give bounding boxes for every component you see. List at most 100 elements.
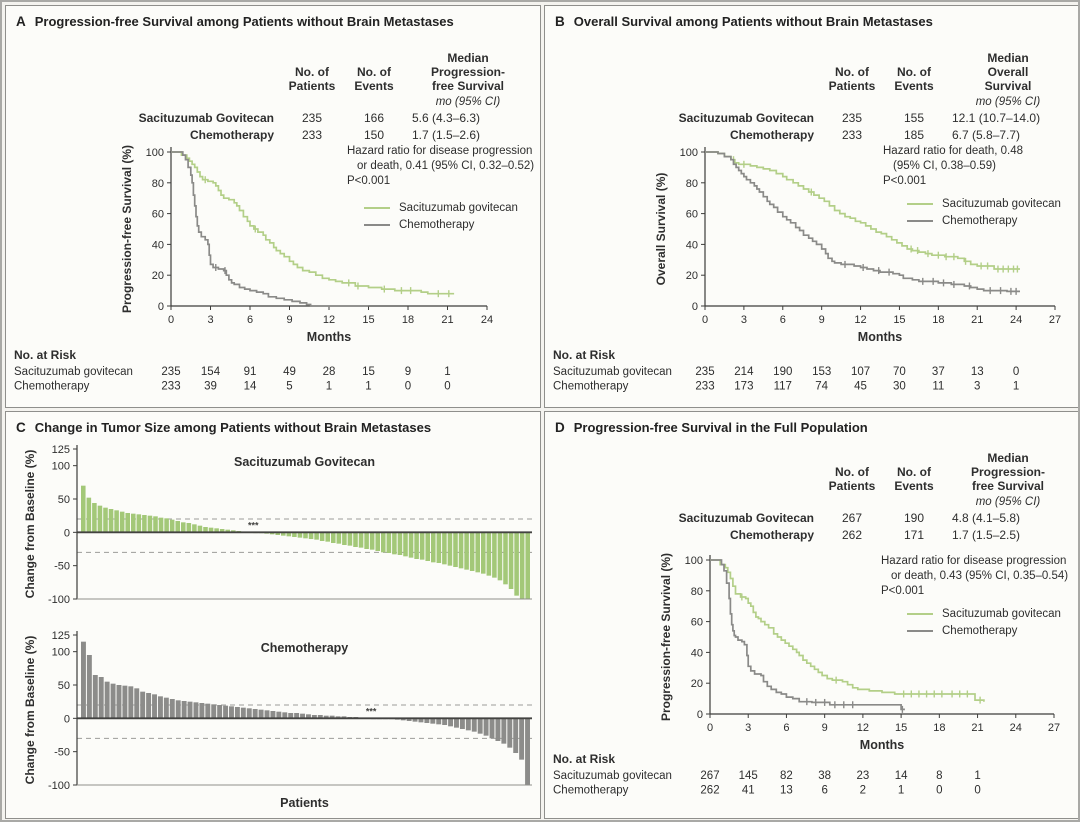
panel-d-hazard-ratio-text: Hazard ratio for disease progression or … (881, 555, 1069, 597)
legend-label: Chemotherapy (942, 625, 1018, 637)
table-cell: 12.1 (10.7–14.0) (952, 111, 1041, 126)
series-line-swatch (364, 207, 390, 209)
panel-d-title: D Progression-free Survival in the Full P… (555, 420, 868, 435)
waterfall-charts-tumor-size: 125 100 50 0 -50 -100 Change from Baseline (%)… (23, 444, 532, 810)
svg-text:27: 27 (1048, 722, 1060, 734)
svg-text:154: 154 (201, 366, 221, 378)
svg-text:1: 1 (444, 366, 450, 378)
svg-text:80: 80 (152, 178, 164, 190)
svg-text:267: 267 (700, 770, 719, 782)
svg-text:38: 38 (818, 770, 831, 782)
panel-b: B Overall Survival among Patients without… (544, 5, 1078, 408)
svg-text:3: 3 (207, 314, 213, 326)
svg-text:-100: -100 (48, 594, 70, 606)
svg-text:3: 3 (974, 381, 980, 393)
svg-text:Chemotherapy: Chemotherapy (553, 381, 629, 393)
table-cell: 5.6 (4.3–6.3) (412, 111, 481, 126)
panel-a-letter: A (16, 14, 26, 29)
table-cell: 4.8 (4.1–5.8) (952, 511, 1021, 526)
legend-item: Chemotherapy (364, 219, 518, 231)
svg-text:-50: -50 (54, 561, 70, 573)
svg-text:5: 5 (286, 381, 292, 393)
panel-d-letter: D (555, 420, 565, 435)
svg-text:91: 91 (244, 366, 257, 378)
svg-text:100: 100 (685, 555, 703, 567)
col-header-events: No. of Events (894, 464, 934, 493)
panel-b-stats-table: No. of Patients No. of Events Median Ove… (678, 51, 1066, 142)
svg-text:18: 18 (402, 314, 414, 326)
svg-text:9: 9 (819, 314, 825, 326)
svg-text:39: 39 (204, 381, 217, 393)
svg-text:Patients: Patients (280, 796, 329, 810)
units-label: mo (95% CI) (975, 96, 1041, 109)
table-cell: 190 (903, 511, 925, 526)
svg-text:0: 0 (168, 314, 174, 326)
svg-text:28: 28 (323, 366, 336, 378)
svg-text:100: 100 (146, 147, 164, 159)
svg-text:233: 233 (161, 381, 180, 393)
svg-text:15: 15 (362, 314, 374, 326)
series-line-swatch (364, 224, 390, 226)
panel-c: C Change in Tumor Size among Patients wit… (5, 411, 541, 819)
legend-label: Chemotherapy (399, 219, 475, 231)
svg-text:13: 13 (971, 366, 984, 378)
col-header-median: Median Overall Survival (984, 51, 1032, 93)
col-header-patients: No. of Patients (828, 464, 876, 493)
legend-item: Chemotherapy (907, 625, 1061, 637)
legend-item: Sacituzumab govitecan (907, 198, 1061, 210)
panel-a-title-text: Progression-free Survival among Patients… (34, 14, 454, 29)
table-cell: 235 (301, 111, 323, 126)
svg-text:125: 125 (52, 444, 70, 456)
table-row-label: Sacituzumab Govitecan (678, 111, 814, 126)
col-header-events: No. of Events (894, 64, 934, 93)
table-cell: 1.7 (1.5–2.6) (412, 128, 481, 143)
svg-text:0: 0 (158, 301, 164, 313)
legend-item: Sacituzumab govitecan (364, 202, 518, 214)
series-line-swatch (907, 203, 933, 205)
table-row-label: Chemotherapy (729, 528, 814, 543)
svg-text:3: 3 (745, 722, 751, 734)
svg-text:Change from Baseline (%): Change from Baseline (%) (23, 450, 37, 599)
svg-text:125: 125 (52, 630, 70, 642)
table-row-label: Chemotherapy (189, 128, 274, 143)
panel-d: D Progression-free Survival in the Full P… (544, 411, 1078, 819)
svg-text:No. at Risk: No. at Risk (553, 348, 615, 362)
svg-text:6: 6 (783, 722, 789, 734)
svg-text:0: 0 (974, 785, 980, 797)
svg-text:50: 50 (58, 494, 70, 506)
units-label: mo (95% CI) (435, 96, 501, 109)
table-cell: 235 (841, 111, 863, 126)
svg-text:40: 40 (691, 647, 703, 659)
svg-text:235: 235 (161, 366, 180, 378)
svg-text:80: 80 (691, 586, 703, 598)
svg-text:153: 153 (812, 366, 831, 378)
panel-b-letter: B (555, 14, 565, 29)
panel-b-legend: Sacituzumab govitecan Chemotherapy (907, 198, 1061, 232)
svg-text:24: 24 (481, 314, 493, 326)
svg-text:1: 1 (1013, 381, 1019, 393)
svg-text:145: 145 (739, 770, 758, 782)
svg-text:40: 40 (686, 239, 698, 251)
table-cell: 262 (841, 528, 863, 543)
svg-text:15: 15 (895, 722, 907, 734)
svg-text:12: 12 (323, 314, 335, 326)
svg-text:2: 2 (860, 785, 866, 797)
svg-text:Sacituzumab govitecan: Sacituzumab govitecan (553, 366, 672, 378)
svg-text:6: 6 (821, 785, 827, 797)
km-chart-os-no-brain-mets: 0 20 40 60 80 100 0 3 6 9 12 15 18 21 24 27 Overall Surv… (553, 147, 1061, 393)
svg-text:100: 100 (680, 147, 698, 159)
svg-text:0: 0 (1013, 366, 1019, 378)
panel-a-hazard-ratio-text: Hazard ratio for disease progression or … (347, 145, 535, 187)
svg-text:27: 27 (1049, 314, 1061, 326)
table-cell: 171 (903, 528, 925, 543)
svg-text:40: 40 (152, 239, 164, 251)
panel-d-stats-table: No. of Patients No. of Events Median Pro… (679, 451, 1066, 543)
legend-label: Sacituzumab govitecan (942, 608, 1061, 620)
svg-text:45: 45 (854, 381, 867, 393)
panel-a-title: A Progression-free Survival among Patient… (16, 14, 454, 29)
legend-label: Sacituzumab govitecan (399, 202, 518, 214)
svg-text:Chemotherapy: Chemotherapy (14, 381, 90, 393)
svg-text:9: 9 (405, 366, 411, 378)
svg-text:0: 0 (405, 381, 411, 393)
